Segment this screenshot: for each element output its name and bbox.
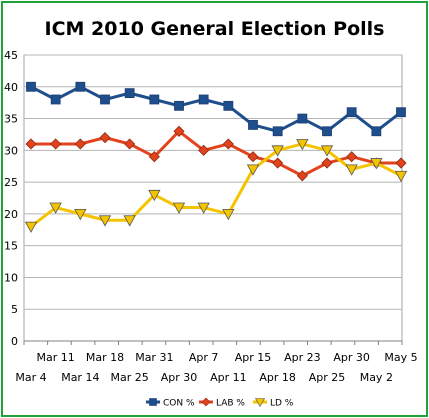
data-point-ld [222,208,235,221]
data-point-lab [395,157,407,169]
y-tick-label: 0 [11,335,18,348]
data-point-lab [346,151,358,163]
x-tick-label-lower: Apr 25 [309,371,346,384]
data-point-con [26,81,36,92]
data-point-lab [198,144,210,156]
data-point-lab [25,138,37,150]
data-point-con [297,113,308,124]
data-point-con [371,126,382,137]
x-tick-label-upper: Mar 31 [135,351,173,364]
x-tick-label-upper: Apr 23 [284,351,321,364]
legend-marker-con [149,398,157,406]
data-point-ld [345,164,358,176]
plot-area [23,54,403,342]
data-point-con [198,94,209,105]
data-point-lab [296,170,308,182]
data-point-con [100,94,110,105]
data-point-ld [394,170,408,183]
data-point-ld [24,221,38,233]
data-point-con [75,81,86,92]
data-point-lab [124,138,136,150]
data-point-con [50,94,61,105]
data-point-con [149,94,160,105]
data-point-lab [272,157,284,169]
data-point-ld [148,189,161,202]
x-tick-label-upper: Apr 15 [235,351,272,364]
data-point-con [272,126,283,137]
data-point-ld [123,215,136,227]
x-tick-label-lower: Mar 14 [61,371,99,384]
x-tick-label-upper: Apr 30 [333,351,370,364]
data-point-ld [49,202,62,214]
data-point-ld [370,158,383,170]
x-tick-label-lower: Mar 4 [15,371,46,384]
data-point-ld [296,139,309,151]
y-tick-label: 15 [4,240,18,253]
data-point-ld [320,145,334,157]
data-point-lab [148,151,160,163]
data-point-lab [173,125,185,137]
chart-title: ICM 2010 General Election Polls [44,18,385,40]
x-tick-label-upper: Apr 7 [189,351,219,364]
y-tick-label: 25 [4,176,18,189]
y-tick-label: 20 [4,208,18,221]
legend-marker-lab [201,397,211,407]
data-point-ld [98,215,112,227]
data-point-con [223,100,234,111]
x-tick-label-upper: Mar 18 [86,351,124,364]
data-point-lab [247,151,259,163]
legend-marker-ld [254,398,266,408]
data-point-lab [222,138,234,150]
data-point-con [396,107,406,118]
data-point-ld [271,145,284,157]
x-tick-label-lower: Apr 18 [259,371,296,384]
y-tick-label: 45 [4,49,18,62]
x-tick-label-lower: Apr 11 [210,371,247,384]
data-point-lab [321,157,333,169]
x-tick-label-lower: Apr 30 [161,371,198,384]
data-point-ld [74,208,87,221]
x-tick-label-lower: Mar 25 [111,371,149,384]
data-point-ld [172,202,186,214]
y-tick-label: 10 [4,271,18,284]
x-tick-label-lower: May 2 [360,371,393,384]
data-point-lab [74,138,86,150]
data-point-lab [99,132,111,144]
data-point-ld [197,202,210,214]
legend-label-ld: LD % [270,399,294,409]
x-tick-label-upper: Mar 11 [37,351,75,364]
data-point-lab [50,138,62,150]
legend-label-lab: LAB % [216,399,245,409]
series-line-ld [30,142,402,228]
data-point-con [322,126,332,137]
data-point-con [248,120,258,130]
y-tick-label: 30 [4,144,18,157]
data-point-con [174,100,184,111]
x-tick-label-upper: May 5 [384,351,417,364]
data-point-con [346,107,357,118]
data-point-con [124,88,135,99]
legend-label-con: CON % [163,399,195,409]
y-tick-label: 35 [4,113,18,126]
y-tick-label: 5 [11,303,18,316]
y-tick-label: 40 [4,81,18,94]
series-line-con [30,85,402,133]
data-point-ld [246,164,260,176]
